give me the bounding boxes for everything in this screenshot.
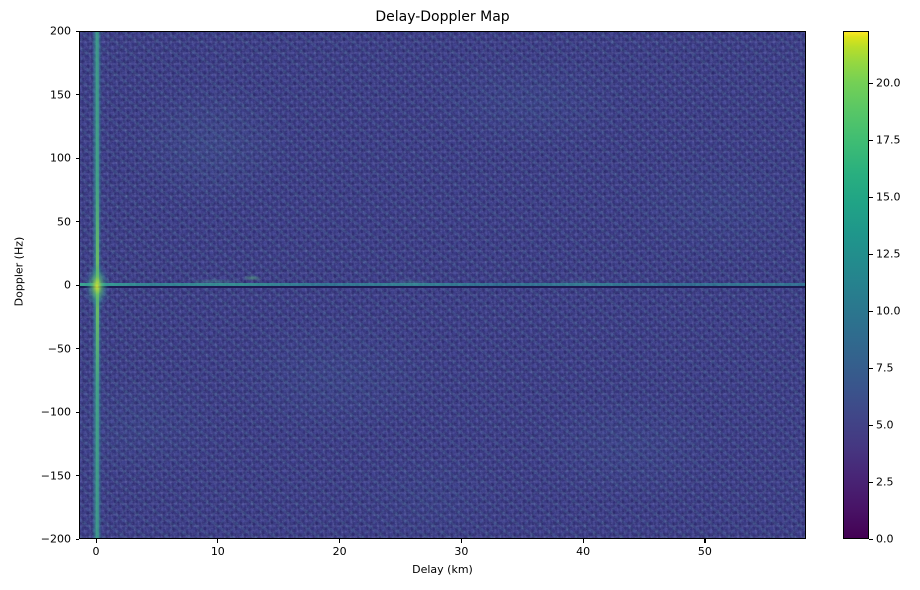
colorbar-tick-mark	[869, 538, 873, 540]
colorbar-tick-mark	[869, 310, 873, 312]
y-tick-mark	[75, 30, 79, 32]
x-tick-mark	[704, 539, 706, 543]
y-tick-mark	[75, 94, 79, 96]
colorbar-tick-label: 7.5	[876, 361, 894, 375]
x-tick-label: 0	[92, 545, 100, 558]
colorbar-tick-mark	[869, 424, 873, 426]
x-tick-label: 30	[454, 545, 469, 558]
y-tick-label: 0	[64, 278, 71, 292]
x-tick-mark	[339, 539, 341, 543]
colorbar-tick-mark	[869, 367, 873, 369]
y-tick-mark	[75, 221, 79, 223]
zero-doppler-ridge	[80, 282, 805, 286]
y-tick-label: −50	[47, 342, 71, 355]
secondary-return-blob	[238, 274, 265, 283]
y-axis-label: Doppler (Hz)	[12, 236, 26, 307]
colorbar-tick-mark	[869, 481, 873, 483]
y-tick-label: 50	[57, 215, 71, 228]
colorbar-tick-mark	[869, 196, 873, 198]
x-tick-mark	[217, 539, 219, 543]
page-title: Delay-Doppler Map	[375, 9, 510, 25]
ridge-highlight-b	[380, 279, 440, 285]
main-specular-peak	[83, 260, 112, 312]
y-tick-label: −200	[40, 532, 71, 546]
y-tick-mark	[75, 284, 79, 286]
colorbar-tick-label: 15.0	[876, 190, 901, 204]
ridge-highlight-a	[180, 278, 250, 285]
y-tick-label: 150	[50, 88, 71, 101]
colorbar-tick-label: 2.5	[876, 475, 894, 489]
colorbar-tick-label: 20.0	[876, 76, 901, 90]
y-tick-label: −100	[40, 405, 71, 419]
colorbar-tick-mark	[869, 139, 873, 141]
y-tick-label: 100	[50, 151, 71, 165]
ridge-highlight-c	[550, 279, 610, 285]
colorbar-tick-mark	[869, 253, 873, 255]
y-tick-mark	[75, 538, 79, 540]
colorbar-tick-mark	[869, 82, 873, 84]
colorbar[interactable]	[843, 31, 869, 539]
x-tick-mark	[95, 539, 97, 543]
x-axis-label: Delay (km)	[412, 563, 473, 576]
x-tick-label: 40	[576, 545, 591, 558]
y-tick-mark	[75, 157, 79, 159]
colorbar-tick-label: 12.5	[876, 247, 901, 261]
zero-doppler-null-line	[80, 285, 805, 288]
colorbar-tick-label: 10.0	[876, 304, 901, 318]
colorbar-tick-label: 17.5	[876, 133, 901, 147]
x-tick-label: 10	[210, 545, 225, 558]
x-tick-mark	[460, 539, 462, 543]
x-tick-mark	[582, 539, 584, 543]
x-tick-label: 50	[697, 545, 712, 558]
delay-doppler-heatmap[interactable]	[79, 31, 806, 539]
x-tick-label: 20	[332, 545, 347, 558]
y-tick-mark	[75, 475, 79, 477]
colorbar-tick-label: 0.0	[876, 532, 894, 546]
y-tick-label: 200	[50, 24, 71, 38]
colorbar-tick-label: 5.0	[876, 418, 894, 432]
y-tick-label: −150	[40, 469, 71, 482]
y-tick-mark	[75, 411, 79, 413]
y-tick-mark	[75, 348, 79, 350]
